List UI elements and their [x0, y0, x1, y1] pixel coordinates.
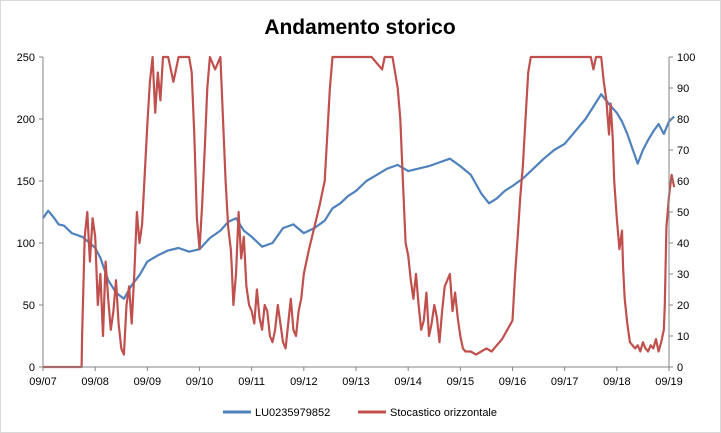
- x-tick-label: 09/11: [238, 376, 265, 388]
- x-tick-label: 09/16: [499, 376, 527, 388]
- y-left-tick-label: 200: [17, 114, 35, 126]
- chart-title: Andamento storico: [264, 16, 455, 39]
- y-right-tick-label: 30: [677, 269, 689, 281]
- y-right-tick-label: 90: [677, 83, 689, 95]
- series-line-lu0235979852: [42, 93, 675, 300]
- y-right-tick-label: 20: [677, 300, 689, 312]
- x-tick-label: 09/10: [186, 376, 214, 388]
- y-left-tick-label: 0: [29, 362, 35, 374]
- x-tick-label: 09/07: [29, 376, 57, 388]
- series-line-stocastico-orizzontale: [43, 55, 676, 369]
- x-tick-label: 09/17: [551, 376, 579, 388]
- y-right-tick-label: 40: [677, 238, 689, 250]
- y-right-tick-label: 80: [677, 114, 689, 126]
- x-tick-label: 09/08: [81, 376, 109, 388]
- x-tick-label: 09/18: [603, 376, 631, 388]
- x-tick-label: 09/14: [394, 376, 422, 388]
- plot-area: [42, 55, 676, 369]
- x-tick-label: 09/12: [290, 376, 318, 388]
- y-right-tick-label: 10: [677, 331, 689, 343]
- y-right-tick-label: 60: [677, 176, 689, 188]
- legend-label-stocastico: Stocastico orizzontale: [390, 407, 497, 419]
- legend: LU0235979852 Stocastico orizzontale: [223, 407, 497, 419]
- y-right-tick-label: 50: [677, 207, 689, 219]
- y-left-tick-label: 50: [23, 300, 35, 312]
- y-right-tick-label: 100: [677, 52, 695, 64]
- y-right-tick-label: 70: [677, 145, 689, 157]
- y-left-tick-label: 150: [17, 176, 35, 188]
- y-left-tick-label: 250: [17, 52, 35, 64]
- x-tick-label: 09/15: [447, 376, 475, 388]
- x-tick-label: 09/09: [134, 376, 162, 388]
- x-tick-label: 09/19: [655, 376, 683, 388]
- y-left-tick-label: 100: [17, 238, 35, 250]
- y-right-tick-label: 0: [677, 362, 683, 374]
- x-tick-label: 09/13: [342, 376, 370, 388]
- legend-label-lu0235979852: LU0235979852: [255, 407, 330, 419]
- axes: 0 50 100 150 200 250 0 10 20 30 40 50 60 70 80 90 100 09/…: [17, 52, 696, 388]
